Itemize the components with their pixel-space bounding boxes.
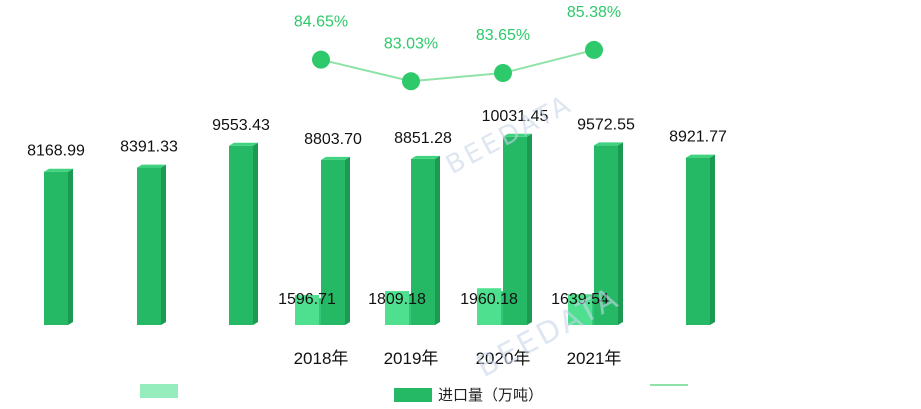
line-value-label: 83.03% bbox=[384, 35, 438, 52]
main-bar-top bbox=[44, 168, 73, 172]
main-bar bbox=[503, 136, 527, 325]
main-bar-side bbox=[253, 142, 258, 325]
main-bar-top bbox=[137, 164, 166, 168]
line-value-label: 83.65% bbox=[476, 27, 530, 44]
bar-value-label: 9553.43 bbox=[212, 117, 270, 134]
bar-value-label: 8168.99 bbox=[27, 143, 85, 160]
bar-value-label: 9572.55 bbox=[577, 116, 635, 133]
x-tick-label: 2021年 bbox=[567, 349, 622, 368]
labels-layer: 8168.99 8391.33 9553.43 8803.70 1596.71 2018年… bbox=[27, 4, 727, 368]
main-bar-top bbox=[229, 142, 258, 146]
small-bar-value-label: 1960.18 bbox=[460, 291, 518, 308]
x-tick-label: 2018年 bbox=[294, 349, 349, 368]
legend-item-line bbox=[650, 384, 694, 386]
legend-item-secondary bbox=[140, 384, 184, 398]
small-bar bbox=[477, 288, 501, 325]
line-series bbox=[320, 48, 595, 83]
legend-label-import: 进口量（万吨） bbox=[438, 386, 544, 404]
main-bar bbox=[229, 145, 253, 325]
bar-value-label: 8851.28 bbox=[394, 130, 452, 147]
main-bar-top bbox=[321, 156, 350, 160]
line-point bbox=[402, 72, 420, 91]
legend-swatch-secondary bbox=[140, 384, 178, 398]
main-bar bbox=[321, 159, 345, 325]
line-value-label: 85.38% bbox=[567, 4, 621, 21]
line-value-label: 84.65% bbox=[294, 14, 348, 31]
bar-value-label: 8803.70 bbox=[304, 131, 362, 148]
main-bar-side bbox=[68, 168, 73, 325]
main-bar bbox=[137, 167, 161, 325]
main-bar-top bbox=[594, 142, 623, 146]
bar-value-label: 8391.33 bbox=[120, 139, 178, 156]
small-bar-value-label: 1596.71 bbox=[278, 291, 336, 308]
legend-swatch-import bbox=[394, 387, 432, 402]
x-tick-label: 2020年 bbox=[476, 349, 531, 368]
main-bar bbox=[594, 145, 618, 325]
main-bar-side bbox=[161, 164, 166, 325]
line-point bbox=[585, 40, 603, 59]
line-layer bbox=[312, 40, 603, 91]
small-bar-value-label: 1639.54 bbox=[551, 291, 609, 308]
main-bar bbox=[44, 171, 68, 325]
main-bar-side bbox=[618, 142, 623, 325]
main-bar-top bbox=[503, 133, 532, 137]
x-tick-label: 2019年 bbox=[384, 349, 439, 368]
main-bar-side bbox=[710, 154, 715, 325]
legend: 进口量（万吨） bbox=[0, 380, 921, 406]
legend-item-import: 进口量（万吨） bbox=[394, 384, 543, 405]
main-bar-top bbox=[686, 154, 715, 158]
small-bar bbox=[295, 295, 319, 325]
main-bar-side bbox=[435, 155, 440, 325]
line-point bbox=[494, 64, 512, 82]
main-bar bbox=[411, 158, 435, 325]
main-bar-side bbox=[527, 133, 532, 325]
legend-swatch-line bbox=[650, 384, 688, 386]
main-bar-side bbox=[345, 156, 350, 325]
line-point bbox=[312, 50, 330, 69]
small-bar bbox=[568, 294, 592, 325]
small-bar-value-label: 1809.18 bbox=[368, 291, 426, 308]
bar-value-label: 10031.45 bbox=[482, 108, 549, 125]
small-bar bbox=[385, 291, 409, 325]
bars-layer bbox=[44, 133, 715, 325]
main-bar-top bbox=[411, 155, 440, 159]
bar-value-label: 8921.77 bbox=[669, 129, 727, 146]
main-bar bbox=[686, 157, 710, 325]
